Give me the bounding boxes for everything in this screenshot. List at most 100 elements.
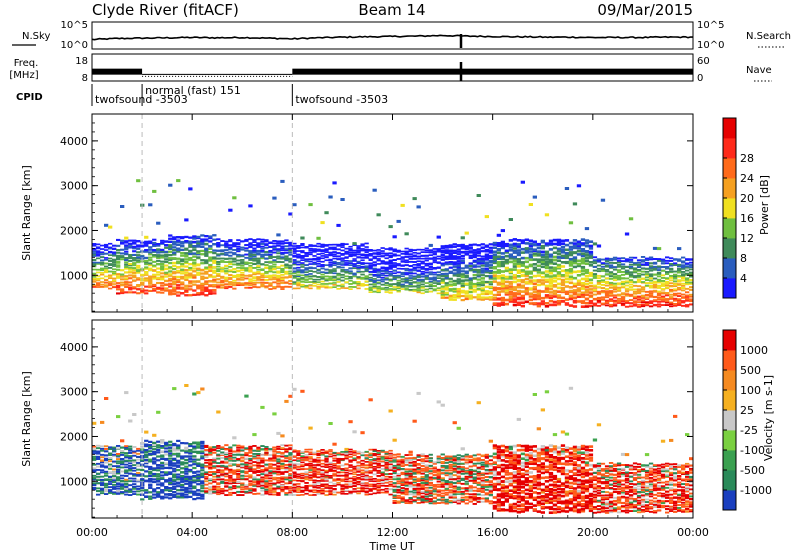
power-echo-cell [620,283,626,285]
power-echo-cell [360,248,365,250]
velocity-echo-cell [276,462,281,465]
velocity-echo-cell [180,480,185,483]
power-echo-cell [665,266,670,268]
power-echo-cell [200,282,205,285]
power-echo-cell [224,251,229,254]
power-echo-cell [596,296,602,299]
power-echo-cell [332,243,337,246]
power-echo-cell [628,261,634,263]
velocity-echo-cell [128,465,133,467]
velocity-echo-cell [168,497,173,500]
power-echo-cell [124,275,129,278]
power-echo-cell [632,290,638,293]
power-echo-cell [220,279,225,282]
power-echo-cell [677,274,682,277]
power-echo-cell [128,291,133,294]
velocity-echo-cell [188,460,193,463]
power-echo-cell [616,282,622,285]
power-echo-cell [160,239,165,242]
power-echo-cell [484,244,489,247]
power-echo-cell [644,257,650,260]
velocity-echo-cell [296,454,301,457]
velocity-sparse-cell [272,412,277,416]
power-echo-cell [572,291,578,295]
power-echo-cell [480,289,485,292]
power-echo-cell [540,282,545,285]
power-echo-cell [496,290,501,294]
power-echo-cell [184,258,189,261]
power-echo-cell [488,292,493,295]
power-echo-cell [260,245,265,248]
velocity-echo-cell [168,483,173,486]
velocity-echo-cell [116,470,121,473]
power-echo-cell [468,269,473,272]
power-echo-cell [412,251,417,254]
velocity-echo-cell [168,462,173,465]
power-echo-cell [472,243,477,246]
power-echo-cell [184,274,189,277]
velocity-echo-cell [136,485,141,488]
velocity-echo-cell [280,473,285,475]
power-echo-cell [564,254,570,257]
power-echo-cell [240,259,245,261]
power-echo-cell [328,270,333,273]
power-echo-cell [288,264,293,267]
velocity-echo-cell [240,463,245,466]
power-echo-cell [288,253,293,256]
power-echo-cell [520,301,525,304]
power-echo-cell [440,247,445,250]
power-echo-cell [340,257,345,260]
power-echo-cell [364,255,369,257]
power-echo-cell [356,250,361,252]
power-echo-cell [528,242,533,246]
power-sparse-cell [336,223,341,227]
power-echo-cell [340,246,345,248]
velocity-echo-cell [92,468,97,471]
power-echo-cell [428,265,433,268]
power-echo-cell [681,304,686,307]
power-echo-cell [640,296,646,299]
velocity-echo-cell [272,493,277,496]
power-echo-cell [673,289,678,292]
power-echo-cell [624,280,630,283]
velocity-echo-cell [288,463,293,466]
power-echo-cell [296,245,301,247]
power-echo-cell [292,259,297,261]
velocity-echo-cell [312,471,317,473]
power-sparse-cell [288,212,293,216]
power-echo-cell [580,238,586,241]
power-echo-cell [184,287,189,290]
power-echo-cell [448,283,453,286]
power-echo-cell [536,258,541,261]
velocity-echo-cell [264,480,269,483]
velocity-echo-cell [140,442,145,445]
power-echo-cell [476,274,481,277]
power-echo-cell [132,286,137,289]
power-echo-cell [548,262,554,265]
power-echo-cell [172,290,177,293]
velocity-echo-cell [320,476,325,479]
power-echo-cell [232,243,237,246]
velocity-echo-cell [112,468,117,471]
power-echo-cell [144,261,149,264]
velocity-echo-cell [320,490,325,492]
power-echo-cell [156,255,161,258]
velocity-echo-cell [316,476,321,479]
power-echo-cell [168,285,173,288]
power-echo-cell [356,246,361,249]
velocity-echo-cell [328,468,333,470]
velocity-echo-cell [96,444,101,447]
power-echo-cell [260,257,265,260]
power-echo-cell [412,277,417,279]
power-echo-cell [204,235,209,238]
power-echo-cell [496,257,501,260]
velocity-echo-cell [116,465,121,468]
power-echo-cell [372,271,377,273]
velocity-echo-cell [232,480,237,482]
power-echo-cell [196,256,201,259]
power-echo-cell [280,276,285,279]
velocity-echo-cell [296,450,301,452]
power-echo-cell [368,278,373,281]
velocity-echo-cell [148,465,153,469]
power-echo-cell [392,276,397,279]
